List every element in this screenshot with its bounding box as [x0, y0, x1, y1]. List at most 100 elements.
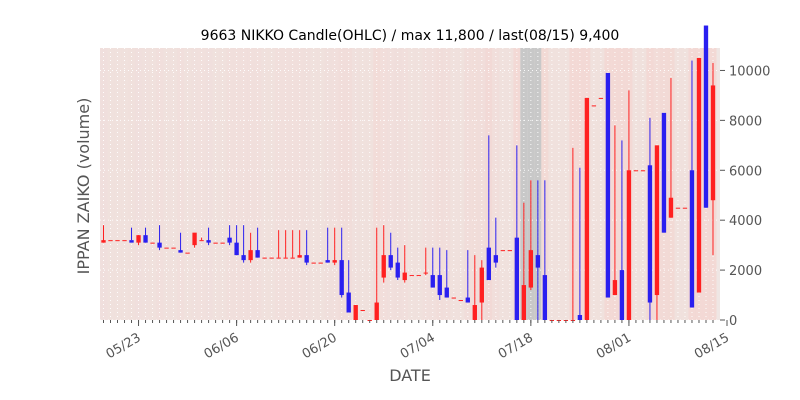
candle-body: [360, 310, 365, 312]
candle-body: [269, 257, 274, 259]
candle-body: [493, 255, 498, 263]
candle-body: [640, 170, 646, 172]
plot-grid: [100, 48, 720, 321]
candle-body: [297, 255, 302, 258]
x-axis-label: DATE: [389, 366, 431, 385]
candle-body: [486, 247, 491, 281]
y-tick-label: 4000: [729, 214, 762, 229]
x-tick-label: 07/04: [398, 330, 438, 362]
candle-body: [591, 105, 597, 107]
y-axis-label: IPPAN ZAIKO (volume): [74, 98, 93, 275]
candle-body: [612, 280, 618, 296]
candle-body: [192, 232, 197, 246]
candle-body: [479, 267, 484, 303]
candle-body: [577, 315, 583, 320]
candle-body: [213, 242, 218, 244]
candle-body: [290, 257, 295, 259]
candle-body: [542, 275, 548, 320]
candle-body: [437, 275, 442, 296]
candle-body: [318, 262, 323, 264]
candle-body: [374, 302, 379, 320]
y-tick-label: 8000: [729, 114, 762, 129]
candle-body: [528, 250, 534, 288]
candle-body: [675, 207, 681, 209]
candle-body: [332, 260, 337, 263]
candle-body: [346, 292, 351, 313]
y-tick-label: 0: [729, 314, 737, 329]
candle-body: [668, 197, 674, 218]
candle-body: [444, 287, 449, 298]
x-tick-label: 06/06: [202, 330, 242, 362]
candle-body: [255, 250, 260, 258]
y-tick-label: 2000: [729, 264, 762, 279]
x-tick-label: 08/15: [692, 330, 732, 362]
candle-body: [234, 242, 239, 256]
candle-body: [465, 297, 470, 303]
candle-body: [507, 250, 513, 252]
candle-body: [248, 250, 253, 261]
candle-body: [311, 262, 316, 264]
candle-body: [521, 285, 527, 320]
candle-body: [262, 257, 267, 259]
candle-body: [451, 297, 456, 299]
candle-body: [199, 240, 204, 242]
candle-body: [430, 275, 435, 288]
candle-body: [584, 97, 590, 320]
chart-title: 9663 NIKKO Candle(OHLC) / max 11,800 / l…: [201, 28, 620, 44]
candle-body: [276, 257, 281, 259]
candle-body: [626, 170, 632, 320]
candle-body: [500, 250, 505, 252]
candle-body: [472, 305, 477, 320]
candle-body: [150, 242, 155, 244]
candle-body: [696, 57, 702, 293]
candle-body: [710, 85, 716, 201]
candle-body: [164, 247, 169, 249]
candle-body: [682, 207, 688, 209]
candle-body: [157, 242, 162, 248]
candle-body: [605, 72, 611, 298]
candle-body: [129, 240, 134, 243]
candle-body: [108, 240, 113, 242]
candle-body: [633, 170, 639, 172]
candle-body: [458, 300, 463, 302]
candle-body: [388, 255, 393, 268]
candle-body: [416, 275, 421, 277]
candle-body: [220, 242, 225, 244]
candle-body: [654, 145, 660, 296]
candle-body: [514, 237, 520, 320]
x-tick-label: 06/20: [300, 330, 340, 362]
y-tick-label: 6000: [729, 164, 762, 179]
candle-body: [339, 260, 344, 296]
x-tick-label: 07/18: [496, 330, 536, 362]
candle-body: [206, 240, 211, 243]
candle-body: [402, 272, 407, 281]
candle-body: [136, 235, 141, 243]
candle-body: [353, 305, 358, 320]
x-tick-label: 05/23: [104, 330, 144, 362]
candle-body: [178, 250, 183, 253]
candle-body: [619, 270, 625, 320]
candle-body: [241, 255, 246, 261]
candle-body: [661, 112, 667, 233]
y-tick-label: 10000: [729, 64, 770, 79]
candle-body: [143, 235, 148, 243]
candle-body: [381, 255, 386, 278]
candle-body: [689, 170, 695, 308]
candle-body: [703, 25, 709, 208]
candle-body: [171, 247, 176, 249]
candle-body: [101, 240, 106, 243]
candle-body: [185, 252, 190, 254]
candle-body: [409, 275, 414, 277]
candle-body: [325, 260, 330, 263]
candle-body: [647, 165, 653, 303]
candle-body: [115, 240, 120, 242]
candle-body: [423, 272, 428, 274]
candle-body: [122, 240, 127, 242]
candle-body: [227, 237, 232, 243]
candle-body: [304, 255, 309, 263]
x-tick-label: 08/01: [594, 330, 634, 362]
candles: [101, 25, 716, 321]
candle-body: [395, 262, 400, 278]
candle-body: [535, 255, 541, 268]
